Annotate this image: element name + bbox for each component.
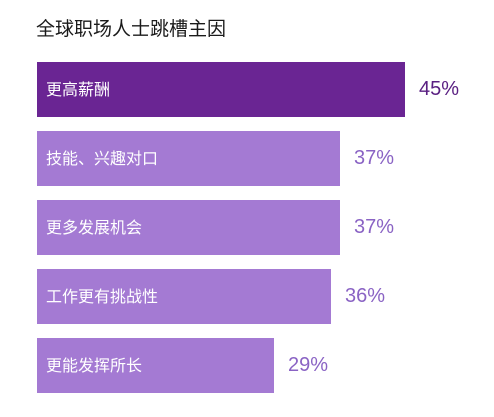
bar: 工作更有挑战性 xyxy=(37,269,331,324)
bar-value-label: 37% xyxy=(354,216,395,238)
bar-label: 技能、兴趣对口 xyxy=(46,149,159,168)
bar-label: 更高薪酬 xyxy=(46,80,111,99)
bar: 更高薪酬 xyxy=(37,62,405,117)
bar-row: 工作更有挑战性 36% xyxy=(37,269,411,324)
bar: 技能、兴趣对口 xyxy=(37,131,340,186)
bar-value-label: 45% xyxy=(419,78,460,100)
bar-row: 更高薪酬 45% xyxy=(37,62,485,117)
bar-value-label: 36% xyxy=(345,285,386,307)
bar-label: 更能发挥所长 xyxy=(46,356,143,375)
bar-row: 更能发挥所长 29% xyxy=(37,338,354,393)
bar-row: 技能、兴趣对口 37% xyxy=(37,131,420,186)
bar: 更能发挥所长 xyxy=(37,338,274,393)
bar-label: 更多发展机会 xyxy=(46,218,143,237)
chart-title: 全球职场人士跳槽主因 xyxy=(36,18,227,40)
bar-label: 工作更有挑战性 xyxy=(46,287,159,306)
bar-row: 更多发展机会 37% xyxy=(37,200,420,255)
bar: 更多发展机会 xyxy=(37,200,340,255)
bar-value-label: 29% xyxy=(288,354,329,376)
bar-value-label: 37% xyxy=(354,147,395,169)
